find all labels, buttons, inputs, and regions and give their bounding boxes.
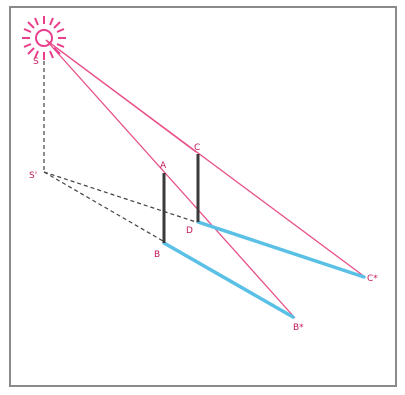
label-b-star: B* [293, 323, 304, 333]
shadow-d [196, 220, 366, 279]
diagram-frame [9, 6, 397, 387]
label-s: S [33, 57, 39, 67]
label-b: B [154, 250, 160, 260]
shadows [162, 220, 366, 319]
label-c-star: C* [367, 274, 378, 284]
ray-to-post-c [45, 39, 197, 153]
ray-to-b-star [45, 39, 296, 319]
s-prime-to-d-dashed [43, 171, 197, 223]
label-a: A [160, 161, 167, 171]
s-prime-to-b-dashed [43, 171, 164, 242]
shadow-b [162, 241, 295, 319]
construction-lines [43, 54, 197, 242]
label-c: C [194, 143, 200, 153]
sun-icon [22, 16, 66, 60]
label-d: D [186, 226, 193, 236]
label-s-prime: S' [29, 171, 37, 181]
posts [162, 154, 200, 243]
light-rays [45, 39, 366, 319]
